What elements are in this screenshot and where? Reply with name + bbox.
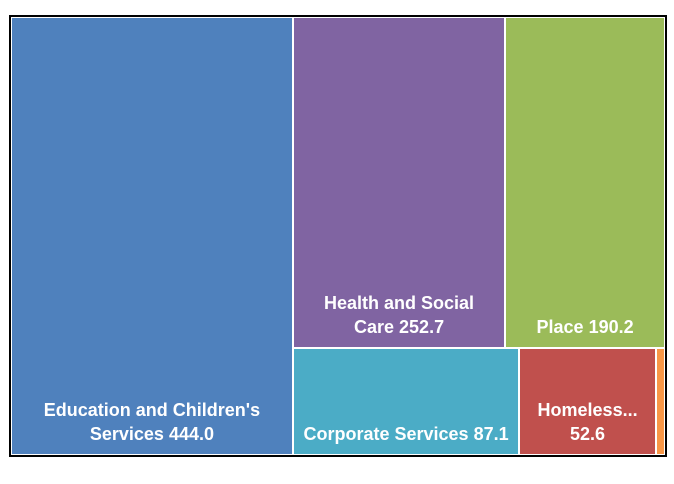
cell-value: 252.7 bbox=[399, 316, 445, 337]
treemap-cell: Health and Social Care 252.7 bbox=[292, 17, 506, 348]
cell-value: 52.6 bbox=[570, 423, 606, 444]
cell-value: 87.1 bbox=[473, 423, 509, 444]
cell-label: Corporate Services 87.1 bbox=[295, 422, 516, 454]
treemap-cell: Education and Children's Services 444.0 bbox=[11, 17, 293, 455]
treemap: Education and Children's Services 444.0 H… bbox=[9, 15, 667, 457]
cell-value: 190.2 bbox=[588, 316, 634, 337]
cell-label: Place 190.2 bbox=[529, 315, 642, 347]
treemap-cell bbox=[655, 347, 665, 455]
treemap-cell: Corporate Services 87.1 bbox=[292, 347, 520, 455]
cell-value: 444.0 bbox=[168, 424, 215, 444]
treemap-cell: Homeless... 52.6 bbox=[519, 347, 656, 455]
treemap-cell: Place 190.2 bbox=[505, 17, 665, 348]
cell-name: Corporate Services bbox=[303, 423, 469, 444]
cell-name: Health and Social Care bbox=[324, 292, 475, 337]
cell-name: Place bbox=[536, 316, 584, 337]
cell-label: Homeless... 52.6 bbox=[520, 398, 655, 454]
cell-label: Health and Social Care 252.7 bbox=[294, 291, 504, 347]
cell-name: Homeless... bbox=[537, 399, 638, 420]
cell-label: Education and Children's Services 444.0 bbox=[12, 398, 292, 454]
cell-name: Education and Children's Services bbox=[43, 400, 261, 444]
